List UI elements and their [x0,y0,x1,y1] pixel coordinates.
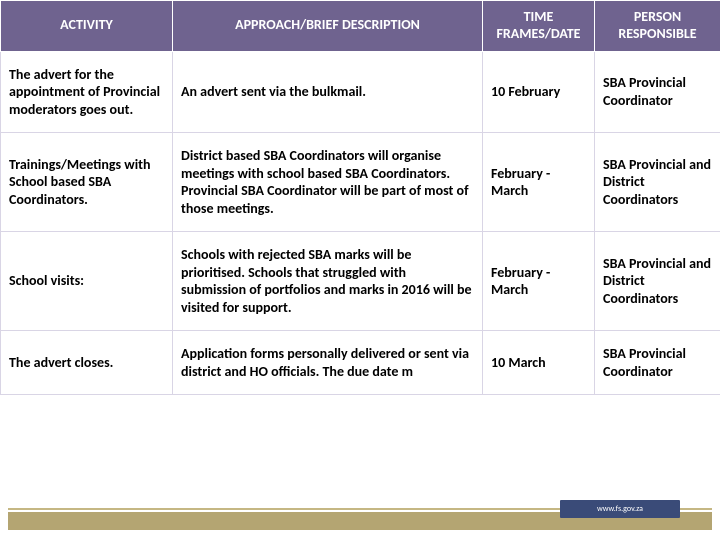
cell-approach: District based SBA Coordinators will org… [173,133,483,232]
table-row: The advert for the appointment of Provin… [1,51,720,133]
header-time: TIME FRAMES/DATE [483,1,595,52]
schedule-table: ACTIVITY APPROACH/BRIEF DESCRIPTION TIME… [0,0,720,395]
footer-region: www.fs.gov.za [0,504,720,540]
footer-url-text: www.fs.gov.za [597,504,643,514]
cell-person: SBA Provincial and District Coordinators [595,232,720,331]
footer-url-tag: www.fs.gov.za [560,500,680,518]
cell-activity: The advert closes. [1,331,173,395]
table-row: Trainings/Meetings with School based SBA… [1,133,720,232]
table-row: School visits: Schools with rejected SBA… [1,232,720,331]
header-activity: ACTIVITY [1,1,173,52]
header-person: PERSON RESPONSIBLE [595,1,720,52]
table-header-row: ACTIVITY APPROACH/BRIEF DESCRIPTION TIME… [1,1,720,52]
cell-person: SBA Provincial and District Coordinators [595,133,720,232]
header-approach: APPROACH/BRIEF DESCRIPTION [173,1,483,52]
cell-activity: Trainings/Meetings with School based SBA… [1,133,173,232]
table-row: The advert closes. Application forms per… [1,331,720,395]
cell-approach: Schools with rejected SBA marks will be … [173,232,483,331]
cell-approach: An advert sent via the bulkmail. [173,51,483,133]
cell-approach: Application forms personally delivered o… [173,331,483,395]
cell-activity: The advert for the appointment of Provin… [1,51,173,133]
cell-time: 10 February [483,51,595,133]
cell-time: 10 March [483,331,595,395]
cell-activity: School visits: [1,232,173,331]
cell-time: February - March [483,232,595,331]
cell-person: SBA Provincial Coordinator [595,331,720,395]
cell-time: February - March [483,133,595,232]
cell-person: SBA Provincial Coordinator [595,51,720,133]
